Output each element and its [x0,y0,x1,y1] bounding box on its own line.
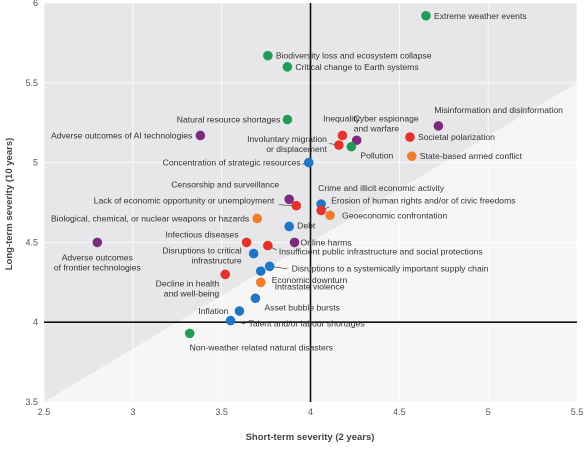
data-point [263,240,273,251]
data-point [334,140,344,150]
x-tick-label: 5.5 [571,407,584,417]
data-label: Misinformation and disinformation [434,105,563,115]
data-point [220,269,231,280]
data-point [252,213,262,224]
data-point [433,121,444,131]
data-label: Critical change to Earth systems [295,62,418,72]
y-tick-label: 4.5 [25,237,38,247]
data-label: Decline in health and well-being [156,278,220,298]
data-point [255,266,266,276]
data-label: Concentration of strategic resources [163,158,301,168]
data-label: Lack of economic opportunity or unemploy… [94,196,275,206]
data-label: State-based armed conflict [420,151,523,161]
data-label: Asset bubble bursts [264,302,339,312]
data-point [255,277,266,288]
data-label: Disruptions to a systemically important … [292,263,489,273]
data-point [264,261,275,272]
x-tick-label: 3.5 [215,407,228,417]
data-label: Disruptions to critical infrastructure [162,246,241,266]
data-point [325,210,335,221]
data-label: Societal polarization [418,132,495,142]
data-label: Inequality [323,113,360,123]
data-point [234,306,245,316]
data-point [282,114,293,125]
data-label: Biological, chemical, or nuclear weapons… [51,213,249,223]
x-tick-label: 2.5 [38,407,51,417]
data-point [282,62,293,72]
data-label: Biodiversity loss and ecosystem collapse [276,51,432,61]
x-tick-label: 5 [486,407,491,417]
data-point [284,194,294,205]
data-label: Economic downturn [272,275,348,285]
data-point [250,293,261,304]
data-label: Cyber espionage and warfare [354,113,419,133]
data-point [405,132,415,142]
data-point [316,205,326,216]
data-label: Insufficient public infrastructure and s… [279,247,483,257]
data-label: Censorship and surveillance [171,179,279,189]
data-point [421,10,431,21]
data-point [263,50,273,61]
data-label: Adverse outcomes of AI technologies [51,130,192,140]
y-tick-label: 5 [33,158,38,168]
data-label: Infectious diseases [165,229,238,239]
data-label: Intrastate violence [275,281,345,291]
data-point [346,141,357,152]
data-point [406,151,417,162]
data-point [225,315,236,326]
y-tick-label: 3.5 [25,397,38,407]
y-axis-title: Long-term severity (10 years) [4,138,15,271]
data-point [195,130,206,141]
y-tick-label: 5.5 [25,78,38,88]
data-label: Talent and/or labour shortages [249,319,365,329]
data-label: Online harms [301,237,352,247]
data-label: Crime and illicit economic activity [318,183,445,193]
data-label: Debt [297,220,316,230]
data-label: Extreme weather events [434,11,527,21]
data-point [92,237,103,248]
data-label: Geoeconomic confrontation [342,210,447,220]
data-label: Involuntary migration or displacement [247,134,327,154]
data-point [284,221,294,232]
data-label: Inflation [198,306,228,316]
data-point [351,135,362,146]
x-tick-label: 4 [308,407,313,417]
data-point [303,157,314,168]
data-point [289,237,300,248]
data-label: Pollution [360,151,393,161]
data-point [184,328,195,339]
data-point [248,248,259,259]
data-label: Erosion of human rights and/or of civic … [331,195,515,205]
x-tick-label: 3 [130,407,135,417]
data-label: Natural resource shortages [177,115,281,125]
x-axis-title: Short-term severity (2 years) [246,432,375,443]
y-tick-label: 6 [33,0,38,8]
x-tick-label: 4.5 [393,407,406,417]
y-tick-label: 4 [33,317,38,327]
data-point [241,237,252,248]
data-label: Adverse outcomes of frontier technologies [54,252,141,272]
data-point [337,130,348,141]
data-label: Non-weather related natural disasters [190,342,333,352]
data-point [291,200,302,211]
